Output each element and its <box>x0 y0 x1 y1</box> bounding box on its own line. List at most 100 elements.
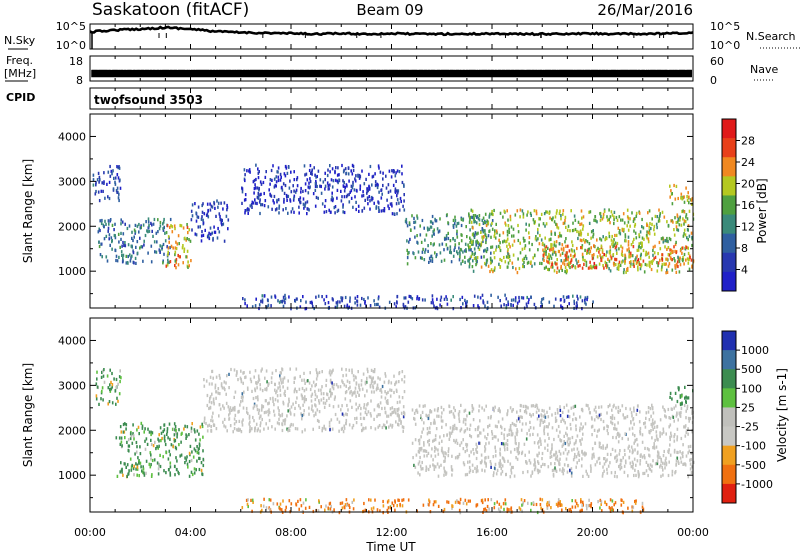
range-gate-cell <box>387 414 390 418</box>
range-gate-cell <box>474 466 476 470</box>
range-gate-cell <box>677 386 680 390</box>
range-gate-cell <box>193 467 196 471</box>
range-gate-cell <box>509 424 512 428</box>
range-gate-cell <box>475 240 477 244</box>
range-gate-cell <box>299 374 301 379</box>
range-gate-cell <box>674 242 677 247</box>
range-gate-cell <box>162 261 164 265</box>
range-gate-cell <box>497 507 500 511</box>
range-gate-cell <box>610 210 613 214</box>
range-gate-cell <box>503 255 505 260</box>
range-gate-cell <box>551 262 553 267</box>
range-gate-cell <box>631 451 634 455</box>
range-gate-cell <box>361 209 363 213</box>
range-gate-cell <box>507 224 510 228</box>
range-gate-cell <box>574 505 577 509</box>
range-gate-cell <box>656 437 658 441</box>
range-gate-cell <box>554 419 557 423</box>
range-gate-cell <box>393 169 395 173</box>
range-gate-cell <box>391 212 394 216</box>
range-gate-cell <box>417 471 419 475</box>
range-gate-cell <box>587 404 589 408</box>
range-gate-cell <box>626 224 628 228</box>
range-gate-cell <box>156 461 159 465</box>
range-gate-cell <box>506 237 509 241</box>
range-gate-cell <box>150 442 153 447</box>
range-gate-cell <box>631 465 634 469</box>
range-gate-cell <box>363 297 365 302</box>
range-gate-cell <box>203 384 206 388</box>
range-gate-cell <box>682 451 684 455</box>
range-gate-cell <box>590 502 593 506</box>
range-gate-cell <box>123 243 125 247</box>
colorbar-segment <box>722 350 736 370</box>
range-gate-cell <box>330 394 332 398</box>
range-gate-cell <box>127 243 130 247</box>
range-gate-cell <box>582 500 584 504</box>
range-gate-cell <box>318 410 321 414</box>
range-gate-cell <box>462 250 464 254</box>
range-gate-cell <box>592 232 595 236</box>
range-gate-cell <box>245 406 248 411</box>
range-gate-cell <box>596 238 598 242</box>
range-gate-cell <box>334 211 336 215</box>
range-gate-cell <box>312 192 315 196</box>
range-gate-cell <box>106 182 108 186</box>
range-gate-cell <box>237 410 239 414</box>
range-gate-cell <box>628 247 630 251</box>
range-gate-cell <box>631 448 634 452</box>
range-gate-cell <box>587 248 590 252</box>
range-gate-cell <box>303 409 305 413</box>
range-gate-cell <box>274 398 277 402</box>
range-gate-cell <box>352 205 354 209</box>
range-gate-cell <box>511 243 514 247</box>
range-gate-cell <box>196 429 199 433</box>
range-gate-cell <box>552 474 555 478</box>
range-gate-cell <box>141 245 144 249</box>
range-gate-cell <box>413 252 415 256</box>
range-gate-cell <box>603 209 606 213</box>
range-gate-cell <box>475 221 478 225</box>
range-gate-cell <box>589 260 591 264</box>
range-gate-cell <box>685 245 688 250</box>
range-gate-cell <box>360 423 363 427</box>
range-gate-cell <box>490 245 492 249</box>
range-gate-cell <box>413 411 416 415</box>
range-gate-cell <box>556 408 559 412</box>
range-gate-cell <box>543 432 546 436</box>
range-gate-cell <box>99 228 101 233</box>
range-gate-cell <box>512 227 515 231</box>
range-gate-cell <box>565 295 568 299</box>
range-gate-cell <box>624 459 627 463</box>
range-gate-cell <box>615 436 617 440</box>
range-gate-cell <box>102 369 104 373</box>
range-gate-cell <box>602 465 604 469</box>
range-gate-cell <box>219 407 222 411</box>
range-gate-cell <box>115 402 117 406</box>
range-gate-cell <box>537 441 539 445</box>
range-gate-cell <box>651 464 653 468</box>
range-gate-cell <box>292 423 294 427</box>
range-gate-cell <box>489 261 492 265</box>
range-gate-cell <box>274 427 276 431</box>
range-gate-cell <box>490 268 493 272</box>
range-gate-cell <box>451 454 453 458</box>
range-gate-cell <box>528 297 530 302</box>
range-gate-cell <box>527 501 529 505</box>
range-gate-cell <box>208 382 211 386</box>
range-gate-cell <box>670 257 672 261</box>
range-gate-cell <box>554 468 557 472</box>
range-gate-cell <box>594 441 597 445</box>
range-gate-cell <box>385 174 387 178</box>
range-gate-cell <box>304 428 306 432</box>
range-gate-cell <box>525 437 528 441</box>
range-gate-cell <box>364 382 367 386</box>
range-gate-cell <box>621 250 623 254</box>
range-gate-cell <box>242 381 244 385</box>
range-gate-cell <box>679 263 682 267</box>
range-gate-cell <box>431 234 433 238</box>
range-gate-cell <box>577 504 579 508</box>
range-gate-cell <box>217 201 220 205</box>
range-gate-cell <box>624 259 626 263</box>
range-gate-cell <box>208 231 210 235</box>
